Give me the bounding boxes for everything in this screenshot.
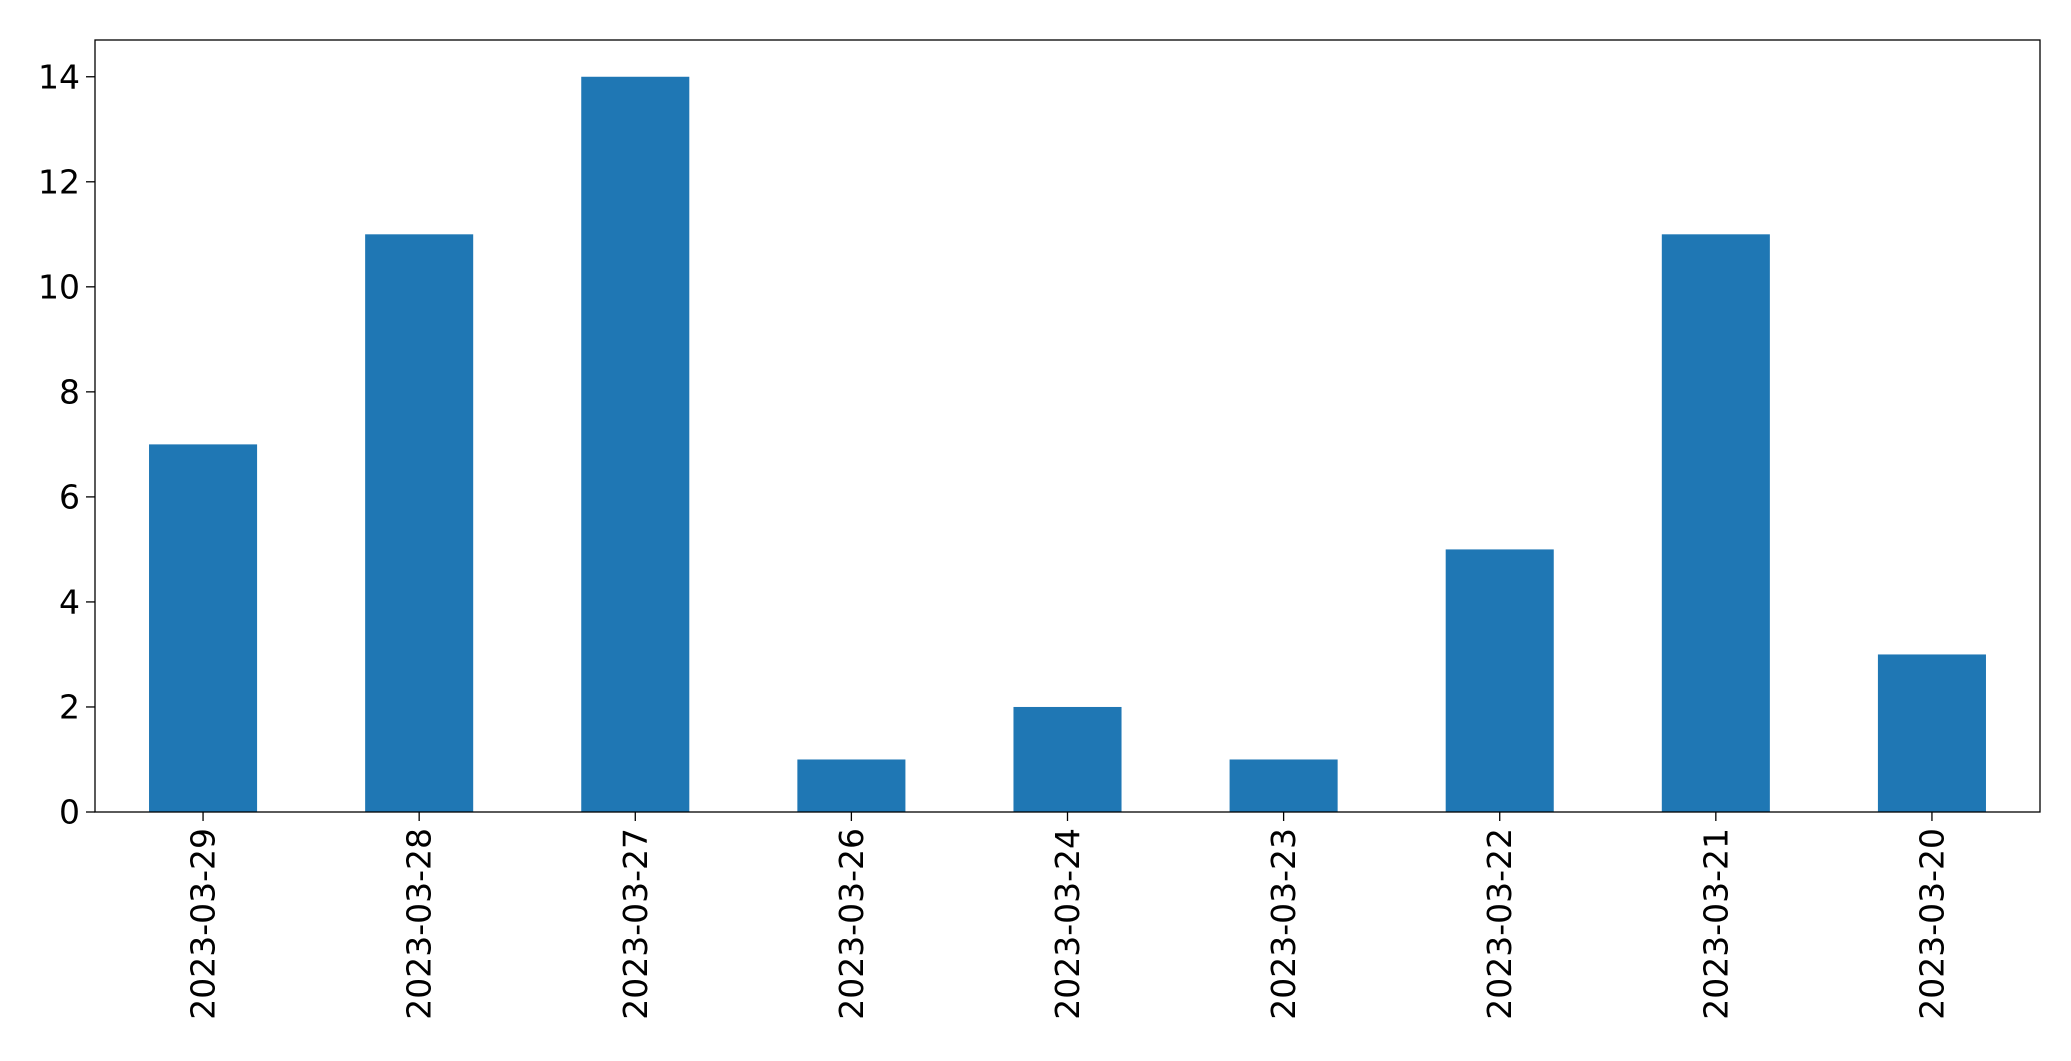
y-tick-label: 2 [59,687,80,726]
x-tick-label: 2023-03-20 [1912,828,1951,1020]
bar-2023-03-27 [581,76,690,812]
y-axis: 0 2 4 6 8 10 12 14 [38,57,95,832]
bars-layer [149,76,1986,812]
y-tick-label: 14 [38,57,80,96]
bar-2023-03-26 [797,759,906,812]
bar-2023-03-28 [365,234,474,812]
x-tick-label: 2023-03-27 [616,828,655,1020]
y-tick-label: 8 [59,372,80,411]
x-tick-label: 2023-03-28 [400,828,439,1020]
bar-2023-03-23 [1229,759,1338,812]
y-tick-label: 10 [38,267,80,306]
plot-frame [94,39,2041,813]
x-tick-label: 2023-03-21 [1696,828,1735,1020]
bar-2023-03-24 [1013,706,1122,812]
bar-2023-03-20 [1877,654,1986,812]
bar-2023-03-21 [1661,234,1770,812]
y-tick-label: 6 [59,477,80,516]
x-tick-label: 2023-03-22 [1480,828,1519,1020]
bar-2023-03-22 [1445,549,1554,812]
y-tick-label: 0 [59,793,80,832]
y-tick-label: 4 [59,582,80,621]
x-tick-label: 2023-03-24 [1048,828,1087,1020]
x-tick-label: 2023-03-23 [1264,828,1303,1020]
x-tick-label: 2023-03-29 [184,828,223,1020]
x-tick-label: 2023-03-26 [832,828,871,1020]
x-axis: 2023-03-29 2023-03-28 2023-03-27 2023-03-26… [184,812,1951,1020]
y-tick-label: 12 [38,162,80,201]
bar-2023-03-29 [149,444,258,812]
